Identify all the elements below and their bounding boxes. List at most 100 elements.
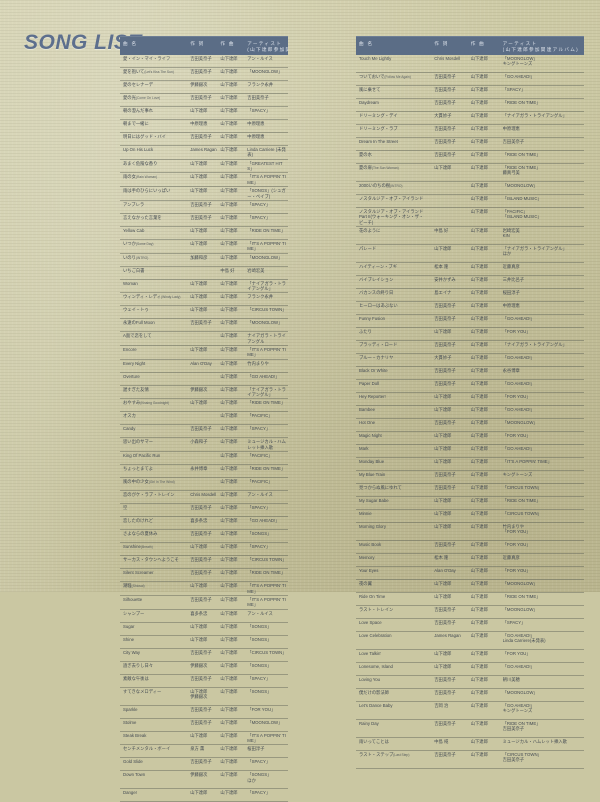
table-row[interactable]: ドリーミング・ラブ 吉田美奈子 山下達郎 中原理恵 (356, 125, 584, 138)
table-row[interactable]: Let's Dance Baby 吉岡 治 山下達郎 「GO AHEAD!」 キングトー… (356, 702, 584, 721)
table-row[interactable]: Monday Blue 山下達郎 山下達郎 「IT'S A POPPIN' TIME」 (356, 458, 584, 472)
table-row[interactable]: Steak Break 山下達郎 山下達郎 「IT'S A POPPIN' TIME」 (120, 732, 288, 746)
table-row[interactable]: すてきなメロディー 山下達郎 伊藤銀次 山下達郎 「SONGS」 (120, 688, 288, 706)
table-row[interactable]: Love Space 吉田美奈子 山下達郎 「SPACY」 (356, 619, 584, 633)
table-row[interactable]: サーカス・タウンへようこそ 吉田美奈子 山下達郎 「CIRCUS TOWN」 (120, 556, 288, 570)
table-row[interactable]: 夏の水 吉田美奈子 山下達郎 「RIDE ON TIME」 (356, 151, 584, 164)
table-row[interactable]: Down Town 伊藤銀次 山下達郎 「SONGS」 ほか (120, 771, 288, 790)
table-row[interactable]: Sparkle 吉田美奈子 山下達郎 「FOR YOU」 (120, 706, 288, 719)
table-row[interactable]: Danger 山下達郎 山下達郎 「SPACY」 (120, 789, 288, 802)
table-row[interactable]: アンブレラ 吉田美奈子 山下達郎 「SPACY」 (120, 201, 288, 214)
table-row[interactable]: ブラッディ・ロード 吉田美奈子 山下達郎 「ナイアガラ・トライアングル」 (356, 341, 584, 355)
table-row[interactable]: バイブレイション 安井かずみ 山下達郎 三井比呂子 (356, 276, 584, 290)
table-row[interactable]: 明日にはグッド・バイ 吉田美奈子 山下達郎 中原理恵 (120, 133, 288, 146)
table-row[interactable]: Up On His Luck James Ragan 山下達郎 Linda Carri… (120, 146, 288, 160)
table-row[interactable]: 花のように 中島 好 山下達郎 岩崎宏美 KIN (356, 227, 584, 246)
table-row[interactable]: 恋したのけれど 喜多条忠 山下達郎 「GO AHEAD!」 (120, 517, 288, 531)
table-row[interactable]: Black Or White 吉田美奈子 山下達郎 永谷博章 (356, 367, 584, 381)
table-row[interactable]: おやすみ(Kissing Goodnight) 山下達郎 山下達郎 「RIDE ON … (120, 399, 288, 413)
table-row[interactable]: 雨いってことは 中島 椛 山下達郎 ミュージカル・ハムレット挿入歌 (356, 738, 584, 752)
table-row[interactable]: Every Night Alan O'Day 山下達郎 竹内まりや (120, 360, 288, 373)
table-row[interactable]: My Sugar Babe 山下達郎 山下達郎 「RIDE ON TIME」 (356, 497, 584, 511)
table-row[interactable]: 見つからぬ風にゆれて 吉田美奈子 山下達郎 「CIRCUS TOWN」 (356, 484, 584, 498)
table-row[interactable]: Hot One 吉田美奈子 山下達郎 「MOONGLOW」 (356, 419, 584, 433)
table-row[interactable]: 朝の澄んだ事れ 山下達郎 山下達郎 「SPACY」 (120, 107, 288, 120)
table-row[interactable]: 2000いのちの樹(INTRO) 山下達郎 「MOONGLOW」 (356, 182, 584, 195)
table-row[interactable]: 恋のがケ・ラブ・トレイン Chris Mosdell 山下達郎 アン・ルイス (120, 491, 288, 505)
table-row[interactable]: Dream In The Street 吉田美奈子 山下達郎 吉田美奈子 (356, 138, 584, 151)
table-row[interactable]: ふたり 山下達郎 山下達郎 「FOR YOU」 (356, 328, 584, 342)
table-row[interactable]: 愛を抱いて(Let's Kiss The Sun) 吉田美奈子 山下達郎 「MOONG… (120, 68, 288, 81)
table-row[interactable]: Paper Doll 吉田美奈子 山下達郎 「GO AHEAD!」 (356, 380, 584, 394)
table-row[interactable]: いのり(INTRO) 加藤和彦 山下達郎 「MOONGLOW」 (120, 254, 288, 267)
table-row[interactable]: Woman 山下達郎 山下達郎 「ナイアガラ・トライアングル」 (120, 280, 288, 294)
table-row[interactable]: ブルー・カナリヤ 大貫妙子 山下達郎 「GO AHEAD!」 (356, 354, 584, 368)
table-row[interactable]: City Way 吉田美奈子 山下達郎 「CIRCUS TOWN」 (120, 649, 288, 662)
table-row[interactable]: Morning Glory 山下達郎 山下達郎 竹内まりや 「FOR YOU」 (356, 523, 584, 542)
table-row[interactable]: 雨は手のひらにいっぱい 山下達郎 山下達郎 「SONGS」(シュガー・ベイブ) (120, 187, 288, 201)
table-row[interactable]: 愛・イン・マイ・ライフ 吉田美奈子 山下達郎 アン・ルイス (120, 55, 288, 68)
table-row[interactable]: Gold Slide 吉田美奈子 山下達郎 「SPACY」 (120, 758, 288, 772)
table-row[interactable]: Encore 山下達郎 山下達郎 「IT'S A POPPIN' TIME」 (120, 346, 288, 360)
table-row[interactable]: Love Celebration James Ragan 山下達郎 「GO AHEAD… (356, 632, 584, 651)
table-row[interactable]: ウィンディ・レディ(Windy Lady) 山下達郎 山下達郎 フランク永井 (120, 293, 288, 307)
table-row[interactable]: My Blue Train 吉田美奈子 山下達郎 キングトーンズ (356, 471, 584, 485)
table-row[interactable]: ヒーローはあぶない 吉田美奈子 山下達郎 中原理恵 (356, 302, 584, 316)
table-row[interactable]: Yellow Cab 山下達郎 山下達郎 「RIDE ON TIME」 (120, 227, 288, 240)
table-row[interactable]: Silhouette 吉田美奈子 山下達郎 「IT'S A POPPIN' TIME」 (120, 596, 288, 610)
table-row[interactable]: Stolme 吉田美奈子 山下達郎 「MOONGLOW」 (120, 719, 288, 732)
table-row[interactable]: Shine 山下達郎 山下達郎 「SONGS」 (120, 636, 288, 649)
table-row[interactable]: Minnie 山下達郎 山下達郎 「CIRCUS TOWN」 (356, 510, 584, 524)
table-row[interactable]: 潮騒(Shiosai) 山下達郎 山下達郎 「IT'S A POPPIN' TIME」 (120, 582, 288, 596)
table-row[interactable]: ノスタルジア・オブ・アイランド Part II(ウォーキング・オン・ザ・ ビーチ) 山… (356, 208, 584, 228)
table-row[interactable]: ウェイ・トゥ 山下達郎 山下達郎 「CIRCUS TOWN」 (120, 306, 288, 320)
table-row[interactable]: ラスト・ステップ(Last Step) 吉田美奈子 山下達郎 「CIRCUS TOWN… (356, 751, 584, 770)
table-row[interactable]: 空 吉田美奈子 山下達郎 「SPACY」 (120, 504, 288, 518)
table-row[interactable]: 僕だけの影法師 吉田美奈子 山下達郎 「MOONGLOW」 (356, 689, 584, 703)
table-row[interactable]: さよならの夏休み 吉田美奈子 山下達郎 「SONGS」 (120, 530, 288, 544)
table-row[interactable]: 朝まで一緒に 中原理恵 山下達郎 中原理恵 (120, 120, 288, 133)
table-row[interactable]: Music Book 吉田美奈子 山下達郎 「FOR YOU」 (356, 541, 584, 555)
table-row[interactable]: Sunshine(Breath) 山下達郎 山下達郎 「SPACY」 (120, 543, 288, 557)
table-row[interactable]: シャンプー 喜多条忠 山下達郎 アン・ルイス (120, 610, 288, 623)
table-row[interactable]: あまく危険な香り 山下達郎 山下達郎 「GREATEST HITS」 (120, 160, 288, 174)
table-row[interactable]: 夜の翼 山下達郎 山下達郎 「MOONGLOW」 (356, 580, 584, 594)
table-row[interactable]: パレード 山下達郎 山下達郎 「ナイアガラ・トライアングル」 ほか (356, 245, 584, 264)
table-row[interactable]: Bambee 山下達郎 山下達郎 「GO AHEAD!」 (356, 406, 584, 420)
table-row[interactable]: Daydream 吉田美奈子 山下達郎 「RIDE ON TIME」 (356, 99, 584, 112)
table-row[interactable]: 過ぎ去りし日々 伊藤銀次 山下達郎 「SONGS」 (120, 662, 288, 675)
table-row[interactable]: Overture 山下達郎 「GO AHEAD!」 (120, 373, 288, 386)
table-row[interactable]: オスカ 山下達郎 「PACIFIC」 (120, 412, 288, 426)
table-row[interactable]: いちご白書 中島 好 岩崎宏美 (120, 267, 288, 280)
table-row[interactable]: 言えなかった言葉を 吉田美奈子 山下達郎 「SPACY」 (120, 214, 288, 227)
table-row[interactable]: ハイティーン・ブギ 松本 隆 山下達郎 近藤真彦 (356, 263, 584, 277)
table-row[interactable]: いつか(Some Day) 山下達郎 山下達郎 「IT'S A POPPIN' TIM… (120, 240, 288, 254)
table-row[interactable]: Lonesome, Island 山下達郎 山下達郎 「GO AHEAD!」 (356, 663, 584, 677)
table-row[interactable]: Touch Me Lightly Chris Mosdell 山下達郎 「MOONGL… (356, 55, 584, 73)
table-row[interactable]: Funny Fusion 吉田美奈子 山下達郎 「GO AHEAD!」 (356, 315, 584, 329)
table-row[interactable]: バカンスの終り日 島エイナ 山下達郎 桜田淳子 (356, 289, 584, 303)
table-row[interactable]: ちょっとまてよ 永井博章 山下達郎 「RIDE ON TIME」 (120, 465, 288, 479)
table-row[interactable]: ラスト・トレイン 吉田美奈子 山下達郎 「MOONGLOW」 (356, 606, 584, 620)
table-row[interactable]: 愛のセレナーデ 伊藤銀次 山下達郎 フランク永井 (120, 81, 288, 94)
table-row[interactable]: 風に乗せて 吉田美奈子 山下達郎 「SPACY」 (356, 86, 584, 99)
table-row[interactable]: A面で恋をして 山下達郎 ナイアガラ・トライアングル (120, 332, 288, 347)
table-row[interactable]: 雨の女(Rain Woman) 山下達郎 山下達郎 「IT'S A POPPIN' T… (120, 173, 288, 188)
table-row[interactable]: 素敵な午後は 吉田美奈子 山下達郎 「SPACY」 (120, 675, 288, 688)
table-row[interactable]: Sugar 山下達郎 山下達郎 「SONGS」 (120, 623, 288, 636)
table-row[interactable]: Silent Screamer 吉田美奈子 山下達郎 「RIDE ON TIME」 (120, 569, 288, 583)
table-row[interactable]: ついておいで(Follow Me Again) 吉田美奈子 山下達郎 「GO AHEA… (356, 73, 584, 86)
table-row[interactable]: 遅すぎた友情 伊藤銀次 山下達郎 「ナイアガラ・トライアングル」 (120, 386, 288, 400)
table-row[interactable]: ドリーミング・デイ 大貫妙子 山下達郎 「ナイアガラ・トライアングル」 (356, 112, 584, 125)
table-row[interactable]: Candy 吉田美奈子 山下達郎 「SPACY」 (120, 425, 288, 439)
table-row[interactable]: 思い出のサマー 小森和子 山下達郎 ミュージカル・ハムレット挿入歌 (120, 438, 288, 453)
table-row[interactable]: ノスタルジア・オブ・アイランド 山下達郎 「ISLAND MUSIC」 (356, 195, 584, 208)
table-row[interactable]: 風の中の少女(Girl In The Wind) 山下達郎 「PACIFIC」 (120, 478, 288, 492)
table-row[interactable]: Your Eyes Alan O'Day 山下達郎 「FOR YOU」 (356, 567, 584, 581)
table-row[interactable]: センチメンタル・ボーイ 泉方 薫 山下達郎 桜田淳子 (120, 745, 288, 759)
table-row[interactable]: Rainy Day 吉田美奈子 山下達郎 「RIDE ON TIME」 吉田美奈子 (356, 720, 584, 739)
table-row[interactable]: Loving You 吉田美奈子 山下達郎 朝川美穂 (356, 676, 584, 690)
table-row[interactable]: 夏の扉(The Sun Woman) 山下達郎 山下達郎 「RIDE ON TIME」… (356, 164, 584, 182)
table-row[interactable]: 永遠のFull Moon 吉田美奈子 山下達郎 「MOONGLOW」 (120, 319, 288, 333)
table-row[interactable]: Memory 松木 隆 山下達郎 近藤真彦 (356, 554, 584, 568)
